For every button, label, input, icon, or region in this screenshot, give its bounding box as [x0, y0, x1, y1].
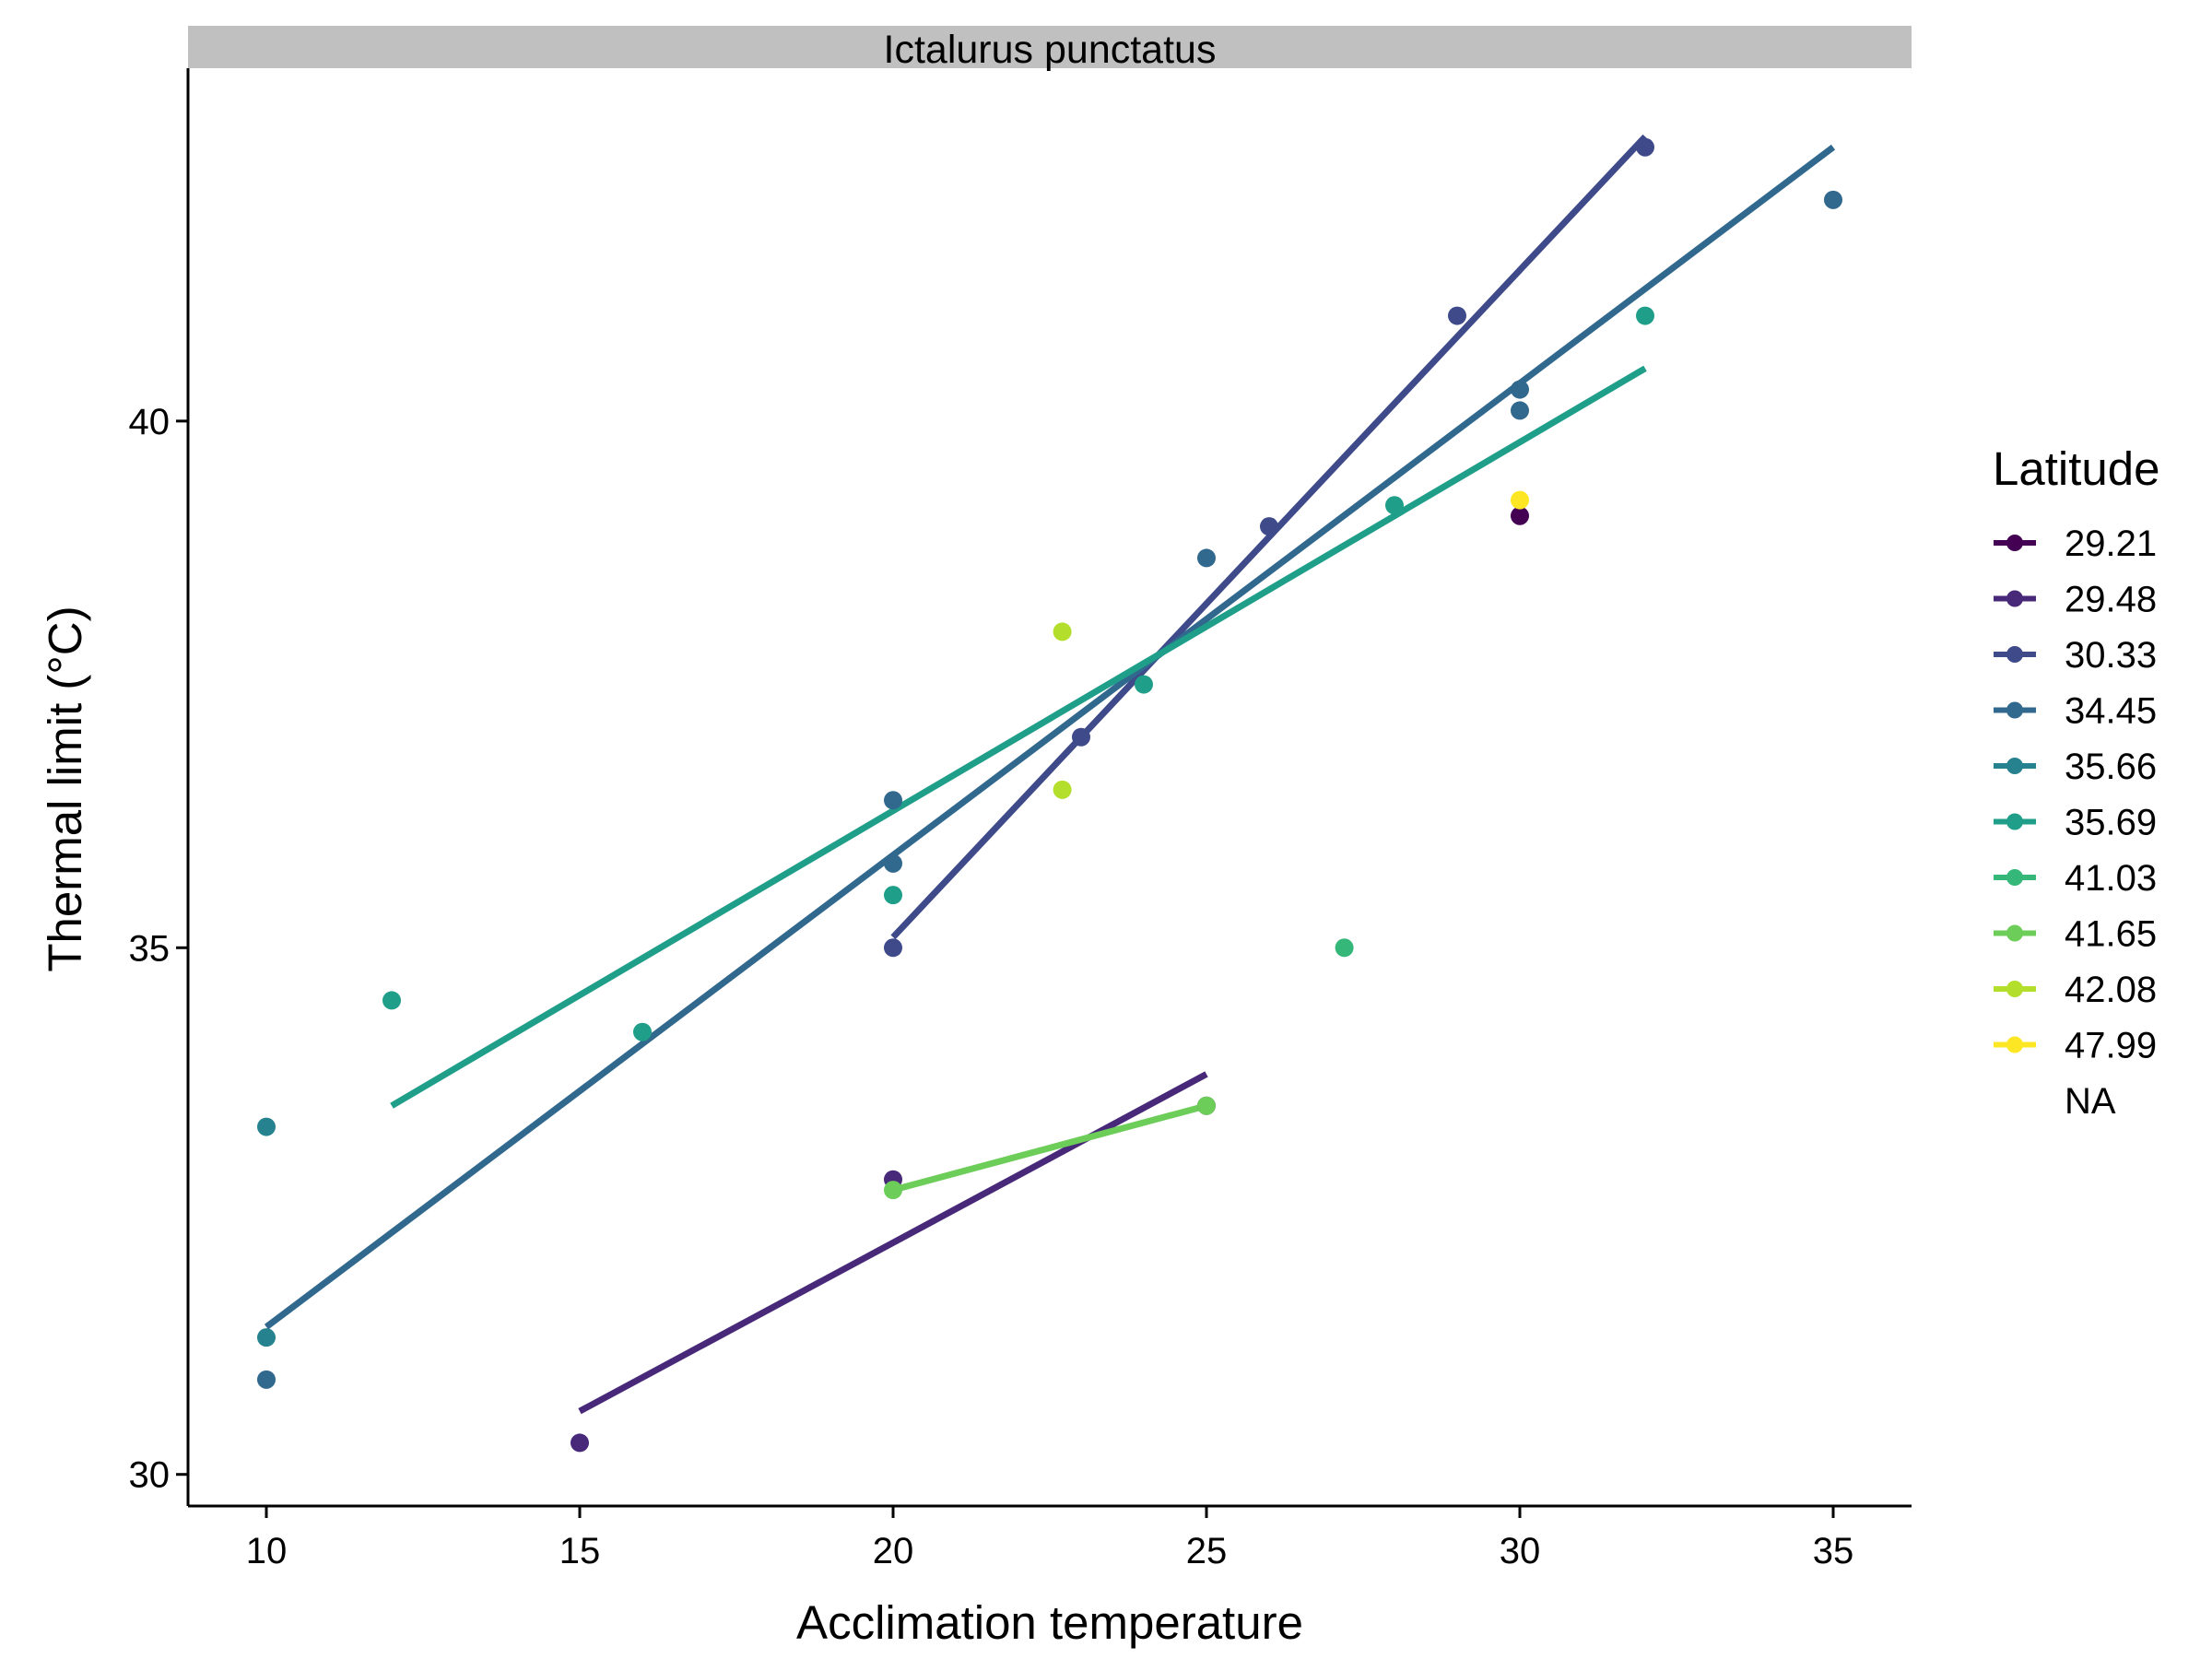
data-point-35.69 — [633, 1022, 652, 1041]
data-point-42.08 — [1053, 622, 1072, 641]
data-point-34.45 — [1511, 380, 1529, 399]
legend-label: 30.33 — [2065, 635, 2157, 676]
data-point-29.48 — [571, 1433, 589, 1453]
legend-key-point — [2006, 813, 2023, 830]
legend-key-point — [2006, 701, 2023, 719]
y-tick-label: 40 — [129, 402, 171, 442]
data-point-30.33 — [1448, 306, 1466, 325]
legend-item: 29.21 — [1994, 524, 2157, 564]
y-axis-ticks: 30 35 40 — [129, 402, 188, 1496]
data-point-35.69 — [382, 991, 401, 1010]
data-point-35.69 — [1636, 306, 1654, 325]
x-tick-label: 20 — [873, 1531, 914, 1571]
legend-item: 41.65 — [1994, 914, 2157, 955]
data-points — [257, 137, 1842, 1453]
legend-item: 41.03 — [1994, 858, 2157, 899]
legend-item: 42.08 — [1994, 970, 2157, 1010]
legend-key-point — [2006, 981, 2023, 997]
x-tick-label: 25 — [1186, 1531, 1228, 1571]
legend-label: 35.66 — [2065, 747, 2157, 787]
y-axis-title: Thermal limit (°C) — [39, 606, 91, 971]
legend-label: 35.69 — [2065, 803, 2157, 843]
legend-label: 41.03 — [2065, 858, 2157, 899]
plot-area — [257, 134, 1842, 1453]
data-point-34.45 — [1197, 548, 1216, 568]
strip-title: Ictalurus punctatus — [884, 28, 1217, 72]
data-point-30.33 — [1260, 517, 1278, 536]
data-point-41.65 — [884, 1181, 902, 1200]
x-axis-title: Acclimation temperature — [796, 1596, 1303, 1649]
legend-label: NA — [2065, 1081, 2116, 1122]
legend-key-point — [2006, 590, 2023, 607]
data-point-34.45 — [1511, 401, 1529, 420]
data-point-35.66 — [257, 1328, 276, 1347]
x-axis-ticks: 10 15 20 25 30 35 — [246, 1506, 1854, 1571]
legend: Latitude 29.21 29.48 30.33 34.45 35.66 35.69 4… — [1993, 442, 2160, 1122]
data-point-41.65 — [1197, 1096, 1216, 1115]
legend-key-point — [2006, 924, 2023, 942]
fit-line-29.48 — [578, 1071, 1208, 1415]
data-point-35.69 — [1385, 496, 1404, 515]
data-point-42.08 — [1053, 780, 1072, 799]
panel-strip: Ictalurus punctatus — [188, 26, 1912, 72]
data-point-30.33 — [884, 938, 902, 958]
legend-key-point — [2006, 869, 2023, 886]
legend-key-point — [2006, 1036, 2023, 1053]
fit-lines — [264, 134, 1836, 1415]
x-tick-label: 10 — [246, 1531, 288, 1571]
legend-key-point — [2006, 646, 2023, 663]
data-point-34.45 — [884, 791, 902, 810]
strip-background — [188, 26, 1912, 68]
data-point-41.03 — [1335, 938, 1354, 958]
legend-label: 42.08 — [2065, 970, 2157, 1010]
data-point-34.45 — [257, 1370, 276, 1389]
data-point-29.21 — [1511, 506, 1529, 525]
data-point-47.99 — [1511, 490, 1529, 510]
data-point-35.69 — [1135, 675, 1153, 694]
data-point-34.45 — [1824, 190, 1842, 209]
fit-line-34.45 — [264, 144, 1836, 1330]
legend-label: 29.48 — [2065, 580, 2157, 620]
data-point-34.45 — [884, 853, 902, 873]
y-tick-label: 30 — [129, 1455, 171, 1496]
x-tick-label: 15 — [559, 1531, 601, 1571]
legend-item: 47.99 — [1994, 1026, 2157, 1066]
fit-line-30.33 — [890, 134, 1648, 940]
axes: 10 15 20 25 30 35 30 35 40 — [129, 68, 1912, 1571]
legend-label: 47.99 — [2065, 1026, 2157, 1066]
legend-key-point — [2006, 758, 2023, 774]
legend-label: 41.65 — [2065, 914, 2157, 955]
fit-line-41.65 — [892, 1102, 1207, 1194]
data-point-30.33 — [1636, 137, 1654, 157]
legend-item: NA — [2065, 1081, 2116, 1122]
data-point-35.69 — [884, 886, 902, 905]
legend-item: 35.66 — [1994, 747, 2157, 787]
fit-line-35.69 — [390, 365, 1647, 1109]
legend-item: 35.69 — [1994, 803, 2157, 843]
x-tick-label: 30 — [1500, 1531, 1541, 1571]
data-point-35.66 — [257, 1117, 276, 1136]
legend-key-point — [2006, 535, 2023, 551]
legend-label: 29.21 — [2065, 524, 2157, 564]
data-point-30.33 — [1072, 727, 1090, 747]
legend-label: 34.45 — [2065, 691, 2157, 732]
legend-item: 34.45 — [1994, 691, 2157, 732]
legend-item: 30.33 — [1994, 635, 2157, 676]
legend-item: 29.48 — [1994, 580, 2157, 620]
x-tick-label: 35 — [1813, 1531, 1854, 1571]
legend-title: Latitude — [1993, 442, 2160, 495]
y-tick-label: 35 — [129, 928, 171, 969]
